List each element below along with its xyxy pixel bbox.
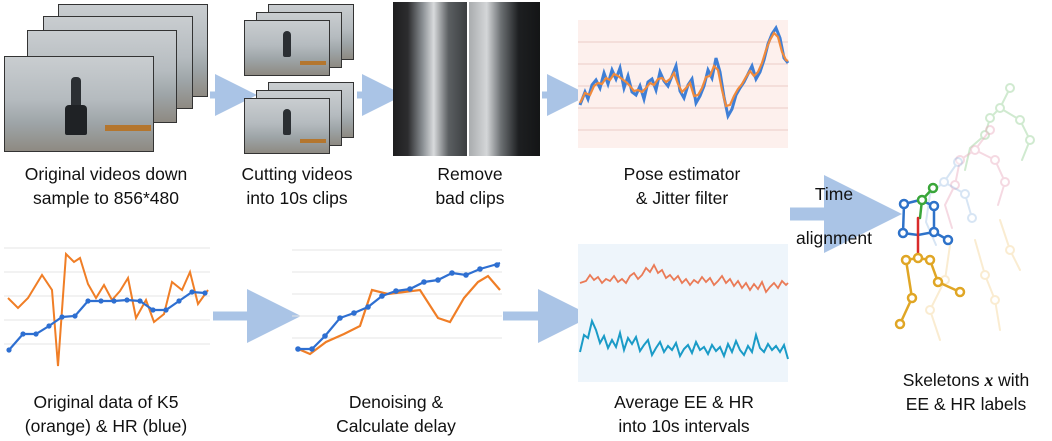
caption-original-data: Original data of K5 (orange) & HR (blue): [0, 390, 212, 438]
k5-hr-line: [8, 290, 206, 351]
flow-arrows: [210, 74, 902, 343]
caption-variable: x: [984, 370, 994, 390]
video-frame-front: [4, 56, 154, 152]
caption-line: & Jitter filter: [635, 188, 729, 208]
average-ee-line: [579, 263, 789, 294]
denoised-ee-line: [295, 274, 501, 356]
caption-average: Average EE & HR into 10s intervals: [584, 390, 784, 438]
caption-line: alignment: [796, 228, 872, 248]
pose-filtered-line: [579, 31, 789, 108]
pose-raw-line: [578, 24, 790, 121]
clip-a-front: [244, 20, 330, 76]
denoised-hr-line: [298, 261, 501, 351]
caption-line: (orange) & HR (blue): [24, 416, 188, 436]
caption-line: sample to 856*480: [33, 188, 179, 208]
caption-line: Pose estimator: [623, 164, 741, 184]
caption-line: EE & HR labels: [905, 394, 1027, 414]
skeleton-ghost-2: [943, 125, 1010, 229]
caption-skeletons: Skeletons x with EE & HR labels: [880, 368, 1052, 416]
caption-line: Original videos down: [24, 164, 188, 184]
caption-line: Denoising &: [348, 392, 444, 412]
skeleton-sequence: [894, 83, 1035, 341]
average-hr-line: [579, 317, 789, 360]
denoised-chart: [292, 249, 502, 356]
skeleton-main: [894, 182, 966, 330]
clip-b-front: [244, 98, 330, 154]
bad-clip-photo-right: [469, 2, 540, 156]
caption-line: Average EE & HR: [614, 392, 754, 412]
skeleton-ghost-legs: [925, 219, 1021, 341]
caption-line: Skeletons x with: [880, 368, 1052, 392]
caption-text: with: [993, 370, 1030, 390]
caption-cutting: Cutting videos into 10s clips: [222, 162, 372, 210]
caption-line: Cutting videos: [241, 164, 353, 184]
caption-remove: Remove bad clips: [400, 162, 540, 210]
caption-time-alignment: Time alignment: [786, 182, 882, 250]
skeleton-ghost-1: [964, 83, 1035, 171]
caption-line: Remove: [437, 164, 503, 184]
average-chart: [578, 244, 789, 382]
caption-line: Original data of K5: [33, 392, 179, 412]
caption-line: into 10s intervals: [618, 416, 750, 436]
caption-text: Skeletons: [902, 370, 985, 390]
k5-ee-line: [7, 251, 209, 367]
caption-original-videos: Original videos down sample to 856*480: [0, 162, 212, 210]
pose-chart: [578, 20, 790, 148]
caption-line: bad clips: [435, 188, 505, 208]
caption-line: Calculate delay: [336, 416, 456, 436]
caption-denoising: Denoising & Calculate delay: [306, 390, 486, 438]
caption-line: into 10s clips: [246, 188, 348, 208]
k5-original-chart: [4, 247, 210, 367]
bad-clip-photo-left: [393, 2, 467, 156]
caption-line: Time: [814, 184, 854, 204]
caption-pose: Pose estimator & Jitter filter: [592, 162, 772, 210]
